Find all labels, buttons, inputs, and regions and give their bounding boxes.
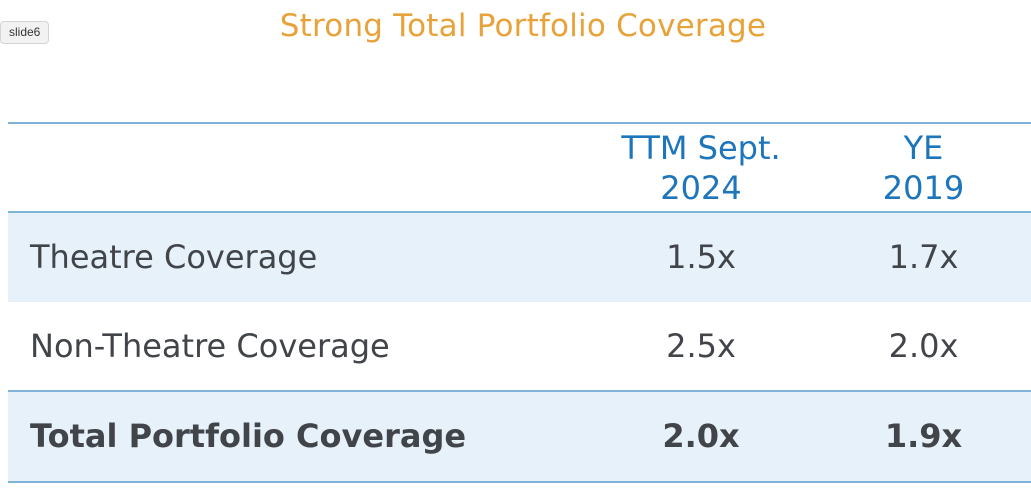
table-row: Non-Theatre Coverage 2.5x 2.0x xyxy=(8,302,1031,391)
table-row: Theatre Coverage 1.5x 1.7x xyxy=(8,213,1031,302)
row-label-theatre: Theatre Coverage xyxy=(30,238,318,276)
table-bottom-rule xyxy=(8,481,1031,483)
row-label-non-theatre: Non-Theatre Coverage xyxy=(30,327,390,365)
slide-tag: slide6 xyxy=(0,21,50,44)
table-top-rule xyxy=(8,122,1031,124)
page-title: Strong Total Portfolio Coverage xyxy=(279,8,767,44)
row-label-total: Total Portfolio Coverage xyxy=(30,417,467,455)
total-ttm-value: 2.0x xyxy=(662,417,740,455)
column-header-ye: YE 2019 xyxy=(826,128,1021,208)
theatre-ye-value: 1.7x xyxy=(888,238,959,276)
non-theatre-ttm-value: 2.5x xyxy=(666,327,736,365)
non-theatre-ye-value: 2.0x xyxy=(888,327,959,365)
column-header-ttm-line2: 2024 xyxy=(660,169,742,207)
column-header-ttm-line1: TTM Sept. xyxy=(621,129,781,167)
total-row-top-rule xyxy=(8,390,1031,392)
column-header-ttm: TTM Sept. 2024 xyxy=(591,128,811,208)
column-header-ye-line1: YE xyxy=(903,129,944,167)
table-header-row: TTM Sept. 2024 YE 2019 xyxy=(8,124,1031,211)
total-ye-value: 1.9x xyxy=(884,417,963,455)
table-row: Total Portfolio Coverage 2.0x 1.9x xyxy=(8,392,1031,481)
theatre-ttm-value: 1.5x xyxy=(666,238,736,276)
column-header-ye-line2: 2019 xyxy=(882,169,965,207)
header-bottom-rule xyxy=(8,211,1031,213)
